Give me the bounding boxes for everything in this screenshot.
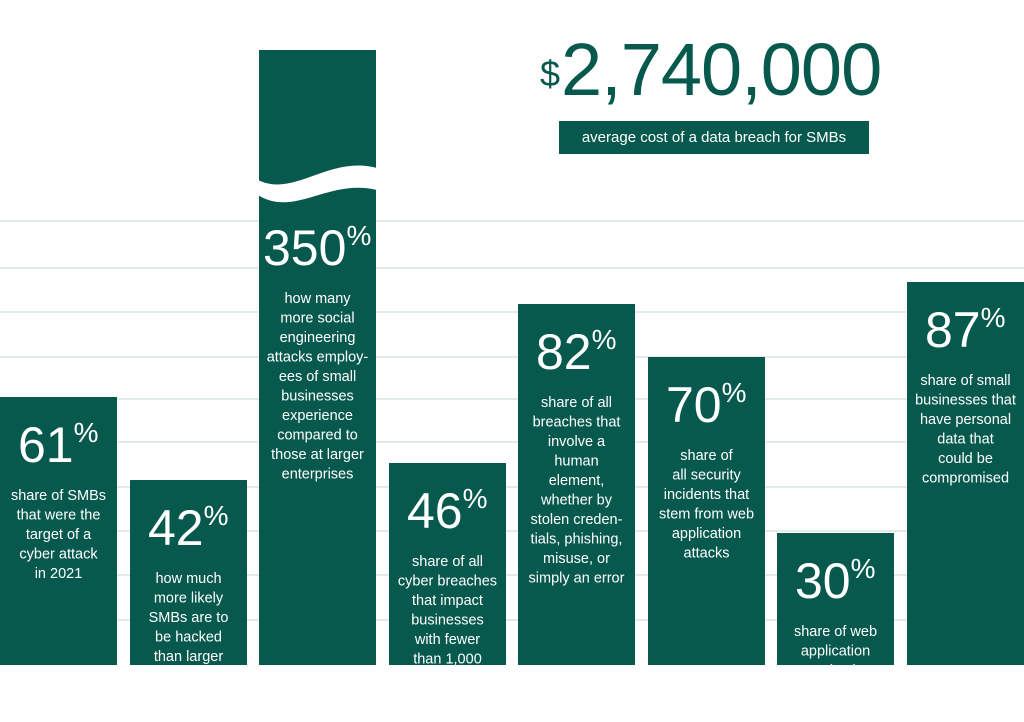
- bar-82: [518, 304, 635, 665]
- bar-desc-46-line-3: that impact: [412, 593, 483, 609]
- bar-desc-46-line-7: employees: [412, 671, 482, 687]
- bar-desc-30-line-1: share of web: [794, 624, 877, 640]
- bar-desc-82-line-9: misuse, or: [543, 551, 610, 567]
- bar-group-46: 46% share of all cyber breaches that impact…: [389, 463, 506, 687]
- bar-desc-87-line-6: compromised: [922, 471, 1009, 487]
- bar-desc-350-line-9: those at larger: [271, 447, 364, 463]
- bar-desc-70-line-4: stem from web: [659, 507, 754, 523]
- bar-desc-350-line-5: ees of small: [279, 369, 356, 385]
- bar-desc-87-line-5: could be: [938, 451, 993, 467]
- bar-desc-46-line-1: share of all: [412, 554, 483, 570]
- bar-desc-87-line-4: data that: [937, 432, 993, 448]
- bar-desc-30-line-5: vulnerability: [797, 702, 874, 718]
- bar-desc-70-line-1: share of: [680, 448, 733, 464]
- bar-87: [907, 282, 1024, 665]
- bar-desc-350-line-4: attacks employ-: [267, 350, 369, 366]
- bar-61: [0, 397, 117, 665]
- bar-desc-82-line-1: share of all: [541, 395, 612, 411]
- bar-desc-350-line-10: enterprises: [282, 467, 354, 483]
- bar-desc-61-line-4: cyber attack: [19, 547, 98, 563]
- value-label-70: 70%: [666, 377, 747, 433]
- bar-desc-82-line-6: whether by: [540, 493, 613, 509]
- axis-break-wave: [258, 165, 377, 203]
- bar-desc-350-line-6: businesses: [281, 389, 354, 405]
- bar-desc-70-line-6: attacks: [684, 546, 730, 562]
- bar-desc-350-line-3: engineering: [280, 330, 356, 346]
- bar-group-30: 30% share of web application attacks that ex…: [777, 533, 894, 718]
- bar-group-82: 82% share of all breaches that involve a hum…: [518, 304, 635, 665]
- bar-42: [130, 480, 247, 665]
- bar-desc-87-line-1: share of small: [920, 373, 1010, 389]
- bar-group-61: 61% share of SMBs that were the target of a…: [0, 397, 117, 665]
- bar-desc-42-line-3: SMBs are to: [149, 610, 229, 626]
- bar-desc-82-line-4: human: [554, 454, 598, 470]
- value-label-350: 350%: [263, 220, 371, 276]
- value-label-46: 46%: [407, 483, 488, 539]
- bar-desc-46-line-2: cyber breaches: [398, 574, 497, 590]
- bar-350: [259, 50, 376, 665]
- bar-desc-42-line-4: be hacked: [155, 630, 222, 646]
- headline-caption: average cost of a data breach for SMBs: [559, 121, 869, 154]
- bar-desc-42-line-5: than larger: [154, 649, 223, 665]
- bar-desc-46-line-6: than 1,000: [413, 652, 482, 668]
- currency-symbol: $: [540, 53, 560, 94]
- bar-desc-30-line-2: application: [801, 644, 870, 660]
- value-label-82: 82%: [536, 324, 617, 380]
- bar-desc-82-line-3: involve a: [548, 434, 606, 450]
- bar-desc-61-line-3: target of a: [26, 527, 92, 543]
- headline-amount: $2,740,000: [540, 28, 882, 111]
- bar-desc-350-line-7: experience: [282, 408, 353, 424]
- value-label-61: 61%: [18, 417, 99, 473]
- bar-desc-61-line-1: share of SMBs: [11, 488, 106, 504]
- bar-desc-70-line-3: incidents that: [664, 487, 749, 503]
- bar-desc-350-line-1: how many: [284, 291, 351, 307]
- bar-70: [648, 357, 765, 665]
- bars: 61% share of SMBs that were the target of a…: [0, 50, 1024, 718]
- bar-group-87: 87% share of small businesses that have per…: [907, 282, 1024, 665]
- bar-desc-42-line-2: more likely: [154, 591, 224, 607]
- value-label-87: 87%: [925, 302, 1006, 358]
- bar-desc-42-line-1: how much: [155, 571, 221, 587]
- bar-desc-70-line-5: application: [672, 526, 741, 542]
- bar-desc-61-line-2: that were the: [17, 508, 101, 524]
- bar-group-42: 42% how much more likely SMBs are to be hack…: [130, 480, 247, 685]
- bar-desc-82-line-10: simply an error: [529, 571, 625, 587]
- bar-desc-46-line-4: businesses: [411, 613, 484, 629]
- bar-30: [777, 533, 894, 665]
- bar-desc-61-line-5: in 2021: [35, 566, 83, 582]
- bar-desc-82-line-8: tials, phishing,: [531, 532, 623, 548]
- bar-desc-350-line-2: more social: [280, 311, 354, 327]
- bar-desc-87-line-2: businesses that: [915, 393, 1016, 409]
- bar-desc-30-line-4: exploited a: [800, 683, 871, 699]
- bar-desc-46-line-5: with fewer: [414, 632, 480, 648]
- bar-group-70: 70% share of all security incidents that ste…: [648, 357, 765, 665]
- bar-desc-70-line-2: all security: [672, 468, 741, 484]
- bar-desc-82-line-2: breaches that: [533, 415, 621, 431]
- bar-group-350: 350% how many more social engineering attack…: [258, 50, 377, 665]
- bar-desc-30-line-3: attacks that: [798, 663, 872, 679]
- bar-desc-350-line-8: compared to: [277, 428, 358, 444]
- bar-desc-87-line-3: have personal: [920, 412, 1011, 428]
- bar-desc-82-line-5: element,: [549, 473, 605, 489]
- bar-desc-82-line-7: stolen creden-: [531, 512, 623, 528]
- headline-amount-value: 2,740,000: [561, 28, 882, 111]
- value-label-30: 30%: [795, 553, 876, 609]
- bar-desc-42-line-6: enterprises: [153, 669, 225, 685]
- value-label-42: 42%: [148, 500, 229, 556]
- bar-46: [389, 463, 506, 665]
